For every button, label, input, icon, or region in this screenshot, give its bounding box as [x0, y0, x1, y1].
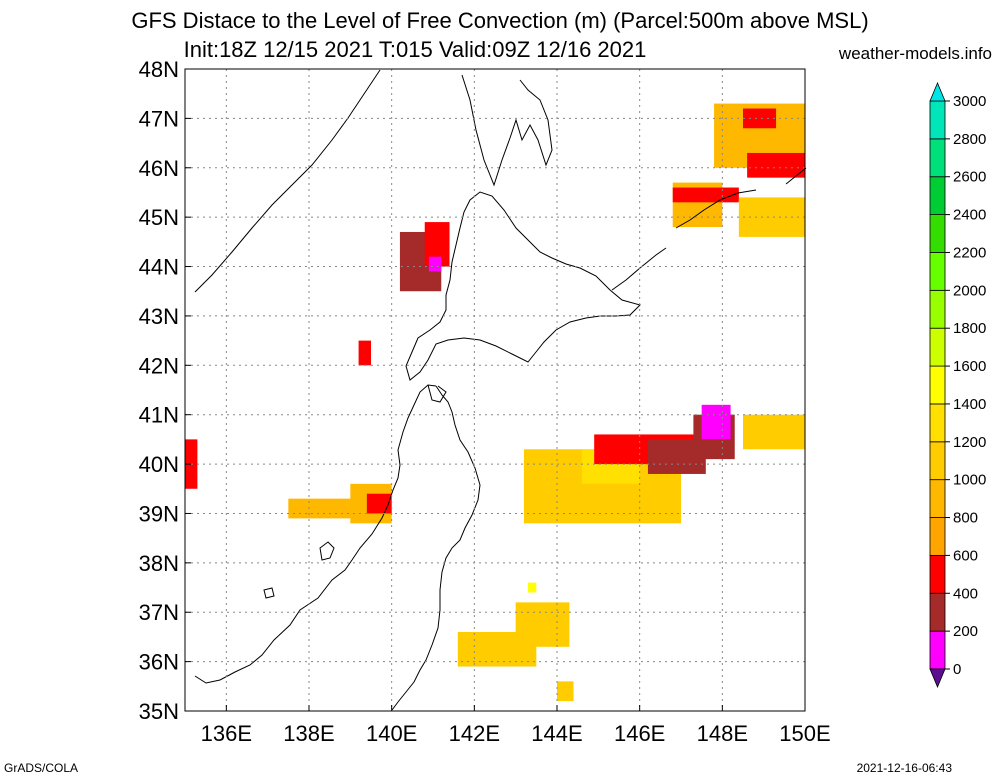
footer-left: GrADS/COLA	[4, 761, 79, 775]
colorbar-min-triangle	[929, 668, 946, 689]
colorbar-segment-0	[929, 630, 946, 670]
colorbar-segment-12	[929, 176, 946, 216]
colorbar-segment-6	[929, 403, 946, 443]
colorbar-label: 2200	[953, 244, 986, 261]
colorbar-segment-8	[929, 327, 946, 367]
colorbar-segment-11	[929, 214, 946, 253]
coastline-kurils-3	[785, 167, 807, 185]
plot-frame	[184, 68, 806, 712]
lon-tick-label: 146E	[614, 721, 665, 746]
lat-tick-label: 38N	[139, 551, 179, 576]
colorbar-label: 800	[953, 510, 978, 527]
coastline-oki	[263, 587, 275, 599]
coastline-kurils-2	[675, 189, 757, 229]
field-patch-23	[738, 197, 805, 237]
footer-right: 2021-12-16-06:43	[856, 761, 952, 775]
lon-tick-label: 140E	[366, 721, 417, 746]
colorbar-label: 1400	[953, 396, 986, 413]
coastline-layer	[194, 69, 807, 711]
field-patch-1	[288, 498, 359, 519]
field-patch-3	[366, 493, 392, 514]
lat-tick-label: 47N	[139, 106, 179, 131]
lat-tick-label: 45N	[139, 205, 179, 230]
colorbar-label: 2000	[953, 282, 986, 299]
grid-layer	[185, 69, 805, 711]
field-patch-9	[457, 631, 537, 667]
colorbar-label: 3000	[953, 93, 986, 110]
colorbar-label: 2400	[953, 207, 986, 224]
colorbar-segment-5	[929, 441, 946, 481]
lat-tick-label: 42N	[139, 353, 179, 378]
colorbar-segment-9	[929, 289, 946, 329]
lon-tick-label: 136E	[201, 721, 252, 746]
field-patch-10	[557, 681, 574, 702]
field-layer	[185, 103, 805, 702]
colorbar-label: 1000	[953, 472, 986, 489]
lon-tick-label: 150E	[779, 721, 830, 746]
colorbar-label: 400	[953, 585, 978, 602]
lat-tick-label: 37N	[139, 600, 179, 625]
lon-tick-label: 138E	[283, 721, 334, 746]
coastline-sakhalin	[461, 74, 553, 187]
colorbar: 0 200 400 600 800 1000 1200 1400 1600 1800 2000 220…	[929, 81, 986, 689]
title-line-1: GFS Distace to the Level of Free Convect…	[131, 8, 869, 33]
lon-tick-label: 144E	[531, 721, 582, 746]
colorbar-segment-2	[929, 555, 946, 594]
coastline-honshu-west	[194, 384, 437, 684]
colorbar-label: 2800	[953, 131, 986, 148]
coastline-honshu-east	[391, 385, 481, 711]
coastline-sado	[319, 541, 335, 561]
lat-tick-label: 46N	[139, 156, 179, 181]
lat-tick-label: 35N	[139, 699, 179, 724]
lat-tick-label: 40N	[139, 452, 179, 477]
colorbar-label: 1200	[953, 434, 986, 451]
field-patch-24	[528, 582, 537, 593]
colorbar-segment-4	[929, 479, 946, 518]
title-line-2: Init:18Z 12/15 2021 T:015 Valid:09Z 12/1…	[183, 37, 647, 62]
colorbar-segment-10	[929, 252, 946, 291]
coastline-mainland	[194, 69, 381, 293]
lat-tick-label: 48N	[139, 57, 179, 82]
field-patch-19	[672, 187, 739, 203]
field-patch-22	[743, 108, 777, 129]
lat-tick-label: 41N	[139, 403, 179, 428]
lat-tick-label: 36N	[139, 650, 179, 675]
field-patch-4	[358, 340, 371, 366]
lat-tick-label: 43N	[139, 304, 179, 329]
colorbar-label: 1600	[953, 358, 986, 375]
colorbar-segment-3	[929, 517, 946, 556]
colorbar-segment-14	[929, 100, 946, 140]
colorbar-label: 0	[953, 661, 961, 678]
coastline-hokkaido	[405, 191, 641, 381]
colorbar-segment-1	[929, 592, 946, 632]
field-patch-21	[747, 152, 805, 178]
colorbar-label: 1800	[953, 320, 986, 337]
lat-tick-label: 39N	[139, 501, 179, 526]
colorbar-segment-7	[929, 365, 946, 405]
field-patch-7	[428, 256, 442, 272]
field-patch-17	[743, 414, 805, 450]
lat-tick-label: 44N	[139, 255, 179, 280]
site-label: weather-models.info	[838, 44, 992, 63]
axis-layer: 136E 138E 140E 142E 144E 146E 148E 150E 35N 36N 37…	[139, 57, 831, 746]
colorbar-segment-13	[929, 138, 946, 178]
coastline-kurils-1	[611, 247, 667, 291]
field-patch-16	[701, 404, 731, 440]
lon-tick-label: 142E	[449, 721, 500, 746]
colorbar-label: 200	[953, 623, 978, 640]
coastline-shimokita	[427, 384, 447, 403]
colorbar-label: 600	[953, 547, 978, 564]
colorbar-label: 2600	[953, 169, 986, 186]
lon-tick-label: 148E	[697, 721, 748, 746]
colorbar-max-triangle	[929, 81, 946, 102]
